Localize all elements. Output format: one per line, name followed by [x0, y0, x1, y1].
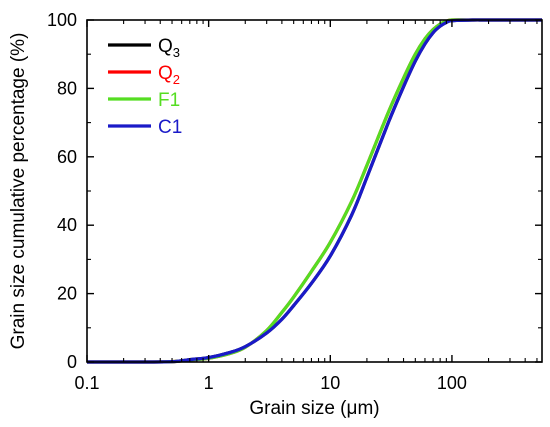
x-axis-label: Grain size (μm) — [249, 398, 379, 419]
legend: Q3 Q2 F1 C1 — [108, 36, 182, 138]
y-tick-label: 100 — [47, 10, 77, 30]
x-tick-label: 10 — [320, 373, 340, 393]
legend-label: F1 — [158, 90, 180, 111]
ticks-layer: 0.1 1 10 100 0 20 40 60 80 100 — [47, 10, 542, 393]
series-line-c1 — [86, 18, 542, 364]
y-axis-label: Grain size cumulative percentage (%) — [8, 33, 29, 350]
y-tick-label: 20 — [57, 284, 77, 304]
y-tick-label: 60 — [57, 147, 77, 167]
legend-label: C1 — [158, 117, 182, 138]
series-line-q3 — [86, 18, 542, 364]
x-tick-label: 100 — [437, 373, 467, 393]
series-line-q2 — [86, 18, 542, 364]
series-line-f1 — [86, 18, 542, 364]
y-tick-label: 40 — [57, 215, 77, 235]
x-tick-label: 0.1 — [74, 373, 99, 393]
series-layer — [86, 18, 542, 364]
plot-frame — [86, 19, 543, 363]
x-tick-label: 1 — [204, 373, 214, 393]
legend-label: Q2 — [158, 63, 180, 87]
legend-label: Q3 — [158, 36, 180, 60]
y-tick-label: 0 — [67, 352, 77, 372]
y-tick-label: 80 — [57, 78, 77, 98]
